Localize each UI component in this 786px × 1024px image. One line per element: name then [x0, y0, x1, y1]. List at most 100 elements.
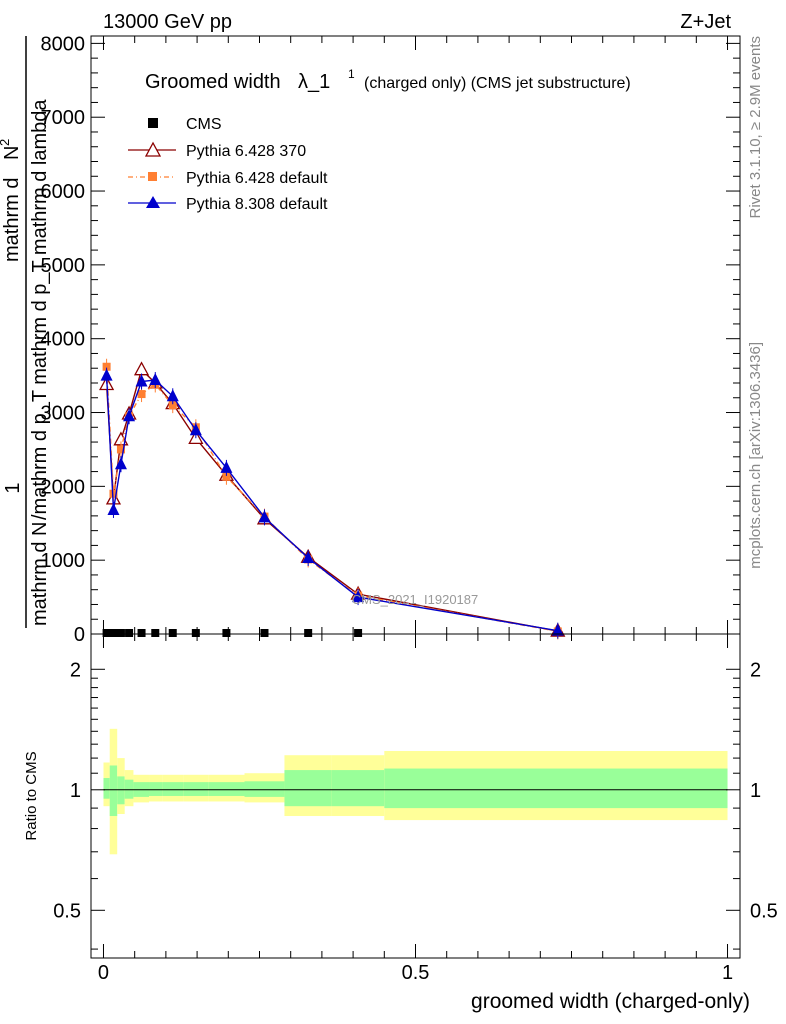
legend-marker-pythia6-default — [148, 172, 157, 181]
pythia6-default-point — [116, 445, 125, 454]
title-main: Groomed width — [145, 71, 281, 93]
ratio-bands — [103, 728, 728, 855]
mcplots-label: mcplots.cern.ch [arXiv:1306.3436] — [747, 342, 764, 569]
ratio-plot-panel: 0.5 0.51 12 2 0 0.5 1 — [53, 633, 778, 984]
cms-data-point — [137, 629, 146, 637]
cms-data-point — [260, 629, 269, 637]
header-left: 13000 GeV pp — [103, 11, 232, 33]
main-series — [99, 358, 566, 640]
pythia8-default-point — [302, 550, 315, 563]
pythia8-default-point — [220, 460, 233, 473]
pythia8-default-point — [114, 457, 127, 470]
x-tick-label: 0 — [98, 962, 109, 984]
cms-data-point — [116, 629, 125, 637]
pythia8-default-point — [551, 623, 564, 636]
ratio-y-tick-label-right: 0.5 — [750, 900, 778, 922]
legend-label-pythia8-default: Pythia 8.308 default — [186, 196, 328, 213]
pythia6-default-point — [109, 489, 118, 498]
pythia8-default-point — [189, 423, 202, 436]
pythia6-default-point — [168, 401, 177, 410]
pythia8-default-point — [258, 510, 271, 523]
pythia8-default-point — [123, 409, 136, 422]
legend-marker-pythia6-370 — [144, 141, 162, 157]
main-y-tick-label: 7000 — [41, 107, 86, 129]
ratio-green-band — [103, 778, 110, 799]
ratio-y-tick-label: 0.5 — [53, 900, 81, 922]
main-y-tick-label: 2000 — [41, 476, 86, 498]
cms-data-point — [304, 629, 313, 637]
ylabel-denominator: mathrm d N — [29, 522, 51, 626]
ratio-green-band — [149, 782, 163, 796]
cms-data-point — [125, 629, 134, 637]
title-rest: (charged only) (CMS jet substructure) — [364, 75, 631, 92]
plot-title: Groomed width λ_1 1 (charged only) (CMS … — [145, 67, 631, 93]
pythia6-default-point — [137, 390, 146, 399]
ratio-green-band — [331, 770, 385, 807]
title-superscript: 1 — [348, 67, 355, 81]
pythia6-default-point — [102, 362, 111, 371]
legend-label-pythia6-default: Pythia 6.428 default — [186, 170, 328, 187]
ylabel-top-n: N — [1, 146, 23, 160]
x-tick-label: 1 — [722, 962, 733, 984]
ratio-y-ticks: 0.5 0.5 1 1 2 2 — [53, 659, 778, 950]
ratio-green-band — [183, 782, 209, 796]
legend-entry-pythia6-370: Pythia 6.428 370 — [128, 141, 306, 160]
ratio-green-band — [384, 768, 728, 809]
pythia8-default-point — [352, 590, 365, 603]
x-tick-label: 0.5 — [402, 962, 430, 984]
ratio-x-ticks: 0 0.5 1 — [98, 634, 733, 984]
ratio-y-tick-label: 1 — [70, 780, 81, 802]
legend-label-cms: CMS — [186, 116, 222, 133]
cms-data-point — [222, 629, 231, 637]
ratio-green-band — [162, 782, 184, 796]
main-y-tick-label: 8000 — [41, 33, 86, 55]
series-line-2 — [105, 375, 558, 632]
cms-data-point — [191, 629, 200, 637]
ylabel-one: 1 — [2, 482, 24, 493]
legend-marker-cms — [148, 118, 158, 128]
ratio-green-band — [244, 781, 285, 797]
legend-entry-pythia6-default: Pythia 6.428 default — [128, 170, 328, 187]
main-y-tick-label: 3000 — [41, 403, 86, 425]
cms-data-point — [168, 629, 177, 637]
ylabel-rest: /mathrm d p_T mathrm d p_T mathrm d lamb… — [29, 99, 51, 520]
main-y-ticks: 0 1000 2000 3000 4000 5000 6000 7000 8000 — [41, 33, 740, 646]
ratio-y-tick-label-right: 2 — [750, 659, 761, 681]
pythia8-default-point — [166, 389, 179, 402]
x-axis-label: groomed width (charged-only) — [471, 990, 750, 1013]
pythia8-default-point — [149, 373, 162, 386]
pythia6-default-point — [222, 472, 231, 481]
ratio-y-tick-label: 2 — [70, 659, 81, 681]
legend-entry-cms: CMS — [148, 116, 222, 133]
legend-label-pythia6-370: Pythia 6.428 370 — [186, 143, 306, 160]
ratio-green-band — [124, 779, 134, 799]
ratio-green-band — [284, 770, 332, 807]
main-plot-panel: 0 1000 2000 3000 4000 5000 6000 7000 8000 — [41, 33, 741, 646]
rivet-label: Rivet 3.1.10, ≥ 2.9M events — [747, 36, 764, 219]
pythia6-370-point — [133, 361, 150, 376]
main-y-tick-label: 5000 — [41, 255, 86, 277]
ylabel-top-superscript: 2 — [0, 139, 12, 146]
main-y-tick-label: 4000 — [41, 329, 86, 351]
title-symbol: λ_1 — [298, 71, 330, 93]
cms-data-point — [354, 629, 363, 637]
pythia8-default-point — [100, 368, 113, 381]
legend-entry-pythia8-default: Pythia 8.308 default — [128, 196, 328, 213]
cms-data-point — [102, 629, 111, 637]
pythia8-default-point — [107, 502, 120, 515]
main-y-axis-label: 1 mathrm d N /mathrm d p_T mathrm d p_T … — [0, 36, 51, 628]
cms-data-point — [151, 629, 160, 637]
main-y-tick-label: 1000 — [41, 550, 86, 572]
legend-marker-pythia8-default — [146, 196, 160, 208]
ratio-y-tick-label-right: 1 — [750, 780, 761, 802]
header-right: Z+Jet — [680, 11, 731, 33]
ratio-green-band — [109, 765, 118, 817]
ratio-green-band — [117, 776, 125, 805]
pythia8-default-point — [135, 374, 148, 387]
main-y-tick-label: 0 — [74, 624, 85, 646]
main-y-tick-label: 6000 — [41, 181, 86, 203]
legend: CMS Pythia 6.428 370 Pythia 6.428 defaul… — [128, 116, 328, 213]
analysis-watermark: CMS_2021_I1920187 — [352, 592, 479, 607]
ratio-y-axis-label: Ratio to CMS — [23, 751, 40, 840]
